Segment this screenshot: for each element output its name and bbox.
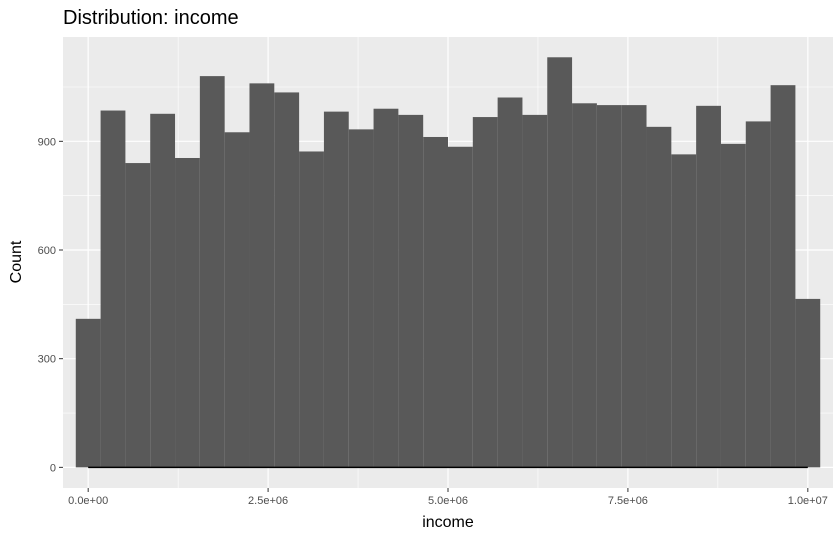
y-tick-label: 900 (38, 136, 56, 148)
histogram-bars (75, 57, 821, 468)
x-tick-label: 2.5e+06 (248, 495, 288, 507)
histogram-bar (572, 103, 597, 468)
histogram-bar (100, 110, 126, 468)
y-tick-label: 600 (38, 245, 56, 257)
histogram-bar (348, 129, 374, 468)
histogram-bar (398, 114, 424, 468)
x-tick-label: 5.0e+06 (428, 495, 468, 507)
histogram-bar (621, 105, 647, 468)
histogram-bar (150, 113, 176, 468)
histogram-bar (125, 163, 151, 468)
y-axis-ticks: 0 300 600 900 (38, 136, 63, 474)
histogram-bar (646, 126, 672, 468)
histogram-bar (596, 105, 622, 468)
x-axis-ticks: 0.0e+00 2.5e+06 5.0e+06 7.5e+06 1.0e+07 (68, 488, 828, 507)
histogram-bar (671, 154, 697, 468)
x-tick-label: 0.0e+00 (68, 495, 108, 507)
histogram-bar (75, 318, 101, 468)
histogram-bar (175, 157, 200, 468)
y-tick-label: 0 (50, 462, 56, 474)
x-tick-label: 1.0e+07 (788, 495, 828, 507)
histogram-bar (795, 298, 821, 468)
histogram-bar (745, 121, 771, 468)
histogram-bar (249, 83, 275, 468)
histogram-bar (497, 97, 523, 468)
histogram-bar (274, 92, 300, 468)
y-tick-label: 300 (38, 354, 56, 366)
histogram-bar (299, 151, 324, 468)
histogram-bar (448, 146, 473, 468)
histogram-bar (423, 136, 449, 468)
histogram-bar (770, 85, 796, 468)
chart-title: Distribution: income (63, 7, 239, 29)
histogram-bar (522, 114, 548, 468)
histogram-bar (547, 57, 573, 468)
histogram-bar (696, 105, 721, 468)
y-axis-title: Count (8, 240, 25, 283)
histogram-bar (472, 117, 498, 468)
x-axis-title: income (422, 514, 474, 531)
histogram-bar (373, 108, 399, 468)
histogram-bar (199, 76, 225, 468)
histogram-bar (720, 143, 746, 468)
histogram-bar (224, 132, 250, 468)
x-tick-label: 7.5e+06 (608, 495, 648, 507)
histogram-bar (323, 111, 349, 468)
